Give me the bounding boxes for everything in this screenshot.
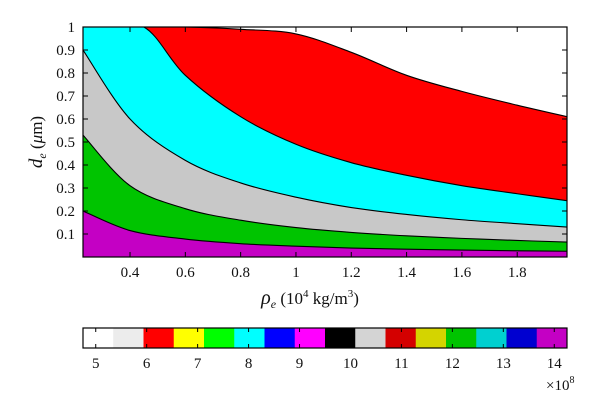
x-tick-label: 1.6 (453, 265, 472, 281)
colorbar-segment (325, 328, 356, 348)
y-axis: 0.1 0.2 0.3 0.4 0.5 0.6 0.7 0.8 0.9 1 (56, 20, 567, 243)
colorbar-segment (173, 328, 205, 348)
colorbar-tick-label: 7 (194, 356, 202, 372)
y-tick-label: 0.3 (56, 181, 75, 197)
colorbar-tick-label: 13 (496, 356, 511, 372)
colorbar-tick-label: 10 (343, 356, 358, 372)
colorbar-segment (204, 328, 235, 348)
x-tick-label: 1.4 (397, 265, 416, 281)
boundary-line-1 (83, 210, 567, 252)
colorbar-segment (536, 328, 568, 348)
x-tick-label: 0.4 (121, 265, 140, 281)
y-tick-label: 0.8 (56, 66, 75, 82)
x-tick-label: 1.2 (342, 265, 361, 281)
colorbar-multiplier: ×108 (546, 375, 574, 394)
colorbar-segment (83, 328, 114, 348)
x-tick-label: 0.6 (176, 265, 195, 281)
y-tick-label: 0.5 (56, 135, 75, 151)
colorbar-segment (294, 328, 326, 348)
x-tick-label: 1.8 (508, 265, 527, 281)
y-tick-label: 0.6 (56, 112, 75, 128)
boundary-lines (83, 27, 567, 252)
colorbar-segment (355, 328, 386, 348)
filled-regions (83, 27, 567, 257)
colorbar-tick-label: 14 (547, 356, 563, 372)
colorbar-tick-label: 9 (296, 356, 304, 372)
colorbar-segment (506, 328, 538, 348)
colorbar-segment (264, 328, 296, 348)
x-axis: 0.4 0.6 0.8 1 1.2 1.4 1.6 1.8 (121, 27, 527, 281)
x-axis-label: ρe (104 kg/m3) (260, 287, 359, 311)
colorbar-tick-label: 5 (92, 356, 100, 372)
colorbar-segment (446, 328, 477, 348)
colorbar-segment (113, 328, 144, 348)
colorbar-ticks: 5 6 7 8 9 10 11 12 13 14 (92, 328, 562, 372)
colorbar-tick-label: 11 (394, 356, 408, 372)
y-tick-label: 0.1 (56, 227, 75, 243)
colorbar-segment (415, 328, 447, 348)
colorbar-tick-label: 12 (445, 356, 460, 372)
y-tick-label: 0.2 (56, 204, 75, 220)
y-tick-label: 0.7 (56, 89, 75, 105)
boundary-line-2 (83, 134, 567, 243)
colorbar (83, 328, 568, 348)
y-axis-label: de (μm) (26, 116, 49, 168)
y-tick-label: 1 (68, 20, 76, 36)
boundary-line-3 (83, 49, 567, 228)
colorbar-segment (234, 328, 265, 348)
x-tick-label: 0.8 (231, 265, 250, 281)
colorbar-segment (385, 328, 417, 348)
colorbar-tick-label: 8 (245, 356, 253, 372)
y-tick-label: 0.4 (56, 158, 75, 174)
colorbar-tick-label: 6 (143, 356, 151, 372)
region-5 (83, 27, 567, 117)
colorbar-segment (476, 328, 507, 348)
y-tick-label: 0.9 (56, 43, 75, 59)
colorbar-frame (82, 327, 568, 349)
colorbar-segment (143, 328, 175, 348)
x-tick-label: 1 (292, 265, 300, 281)
boundary-line-4 (96, 27, 567, 202)
